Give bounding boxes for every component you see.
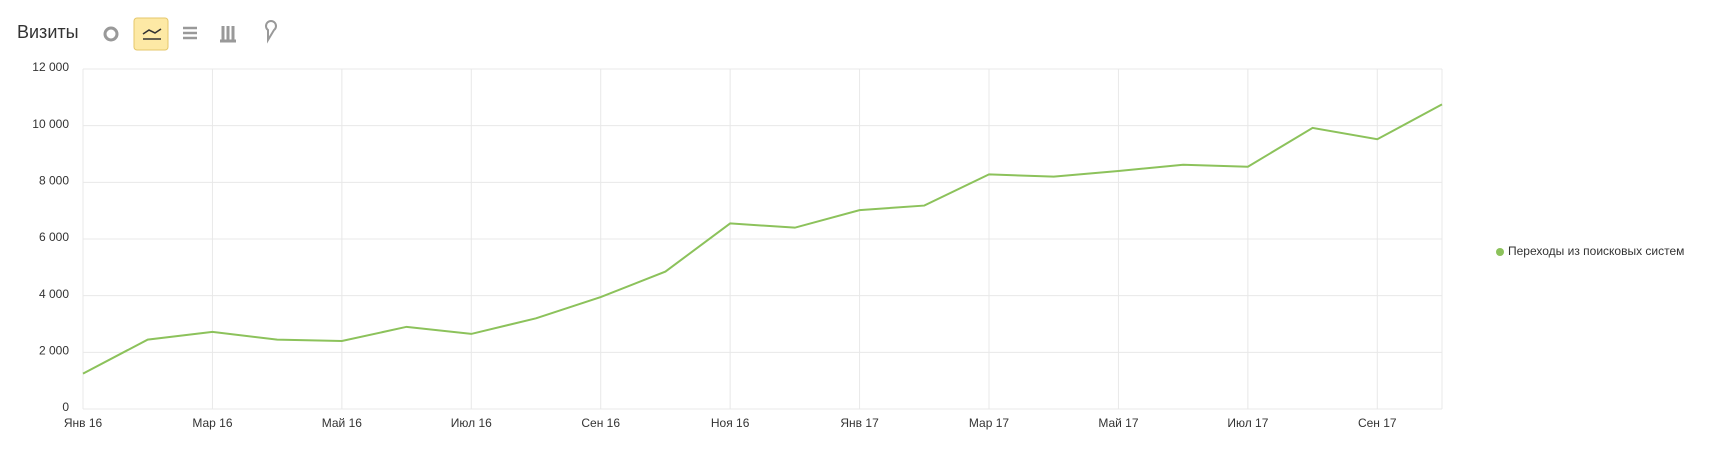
line-icon-active[interactable] bbox=[133, 17, 169, 51]
pie-icon[interactable] bbox=[103, 26, 119, 42]
y-tick-label: 2 000 bbox=[39, 344, 69, 358]
x-tick-label: Янв 16 bbox=[64, 416, 103, 430]
bar-icon[interactable] bbox=[220, 26, 236, 43]
x-tick-label: Май 16 bbox=[322, 416, 363, 430]
chart-title: Визиты bbox=[17, 22, 79, 42]
x-tick-label: Ноя 16 bbox=[711, 416, 750, 430]
y-tick-label: 0 bbox=[62, 400, 69, 414]
x-tick-label: Сен 17 bbox=[1358, 416, 1397, 430]
x-tick-label: Мар 17 bbox=[969, 416, 1009, 430]
line-icon bbox=[142, 28, 162, 40]
x-tick-label: Май 17 bbox=[1098, 416, 1139, 430]
x-tick-label: Сен 16 bbox=[581, 416, 620, 430]
area-icon[interactable] bbox=[183, 26, 197, 40]
legend-marker bbox=[1496, 248, 1504, 256]
y-tick-label: 12 000 bbox=[32, 60, 69, 74]
x-tick-label: Июл 16 bbox=[451, 416, 492, 430]
series-line bbox=[82, 103, 1443, 375]
toolbar bbox=[103, 17, 277, 51]
x-tick-label: Янв 17 bbox=[840, 416, 879, 430]
x-tick-label: Июл 17 bbox=[1227, 416, 1268, 430]
y-tick-label: 4 000 bbox=[39, 287, 69, 301]
y-tick-label: 8 000 bbox=[39, 174, 69, 188]
x-tick-label: Мар 16 bbox=[192, 416, 232, 430]
map-icon[interactable] bbox=[265, 20, 277, 44]
y-tick-label: 6 000 bbox=[39, 230, 69, 244]
legend-label: Переходы из поисковых систем bbox=[1508, 244, 1684, 258]
y-tick-label: 10 000 bbox=[32, 117, 69, 131]
